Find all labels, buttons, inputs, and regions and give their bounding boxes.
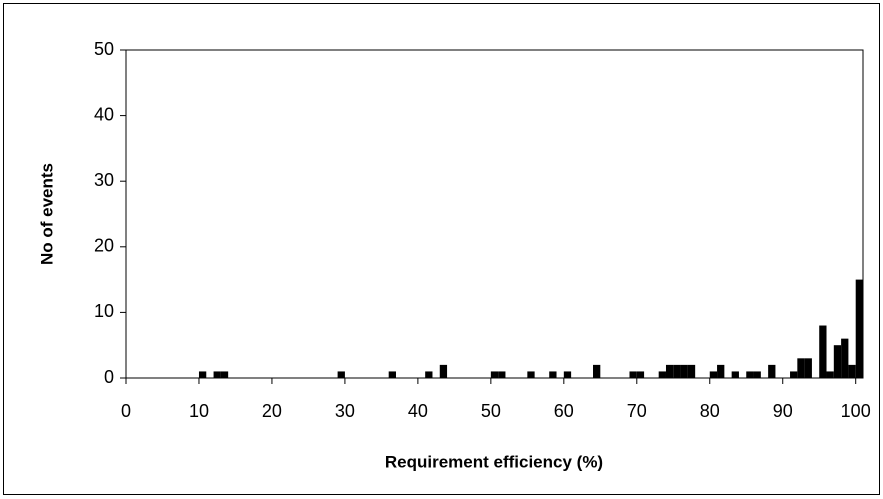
bar: [855, 279, 863, 378]
x-tick-label: 40: [408, 401, 428, 421]
bar: [790, 371, 798, 378]
x-tick-label: 90: [773, 401, 793, 421]
bar: [563, 371, 572, 378]
bar: [490, 371, 499, 378]
bar: [797, 358, 805, 378]
x-tick-label: 0: [121, 401, 131, 421]
bar: [673, 364, 681, 378]
bar: [826, 371, 834, 378]
bar: [220, 371, 229, 378]
plot-border: [125, 49, 864, 379]
bar: [833, 345, 842, 378]
y-tick-label: 10: [94, 301, 114, 321]
x-tick-label: 50: [481, 401, 501, 421]
bar: [527, 371, 535, 378]
bar: [731, 371, 739, 378]
bar: [629, 371, 637, 378]
bar: [753, 371, 761, 378]
bar: [687, 364, 696, 378]
bar: [717, 364, 725, 378]
x-tick-label: 80: [700, 401, 720, 421]
bar: [804, 358, 812, 378]
x-axis-title: Requirement efficiency (%): [385, 452, 603, 471]
x-tick-label: 10: [189, 401, 209, 421]
bar: [425, 371, 433, 378]
bar: [658, 371, 666, 378]
bar: [549, 371, 557, 378]
x-tick-label: 20: [262, 401, 282, 421]
x-tick-label: 60: [554, 401, 574, 421]
chart-border: [3, 3, 880, 495]
bar: [848, 364, 856, 378]
y-tick-label: 40: [94, 104, 114, 124]
bar: [746, 371, 754, 378]
y-axis-title: No of events: [37, 163, 56, 265]
bar: [439, 364, 448, 378]
y-tick-label: 20: [94, 236, 114, 256]
bar: [709, 371, 718, 378]
y-tick-label: 50: [94, 39, 114, 59]
bar: [819, 325, 827, 378]
x-tick-label: 30: [335, 401, 355, 421]
bar: [768, 364, 776, 378]
y-tick-label: 0: [104, 367, 114, 387]
x-tick-label: 100: [841, 401, 871, 421]
bar: [337, 371, 345, 378]
y-tick-label: 30: [94, 170, 114, 190]
bar: [636, 371, 645, 378]
bar: [665, 364, 674, 378]
bar: [213, 371, 221, 378]
bar: [198, 371, 207, 378]
bar: [388, 371, 396, 378]
bar: [593, 364, 601, 378]
bar: [841, 338, 849, 378]
bar: [680, 364, 688, 378]
bar: [498, 371, 506, 378]
x-tick-label: 70: [627, 401, 647, 421]
